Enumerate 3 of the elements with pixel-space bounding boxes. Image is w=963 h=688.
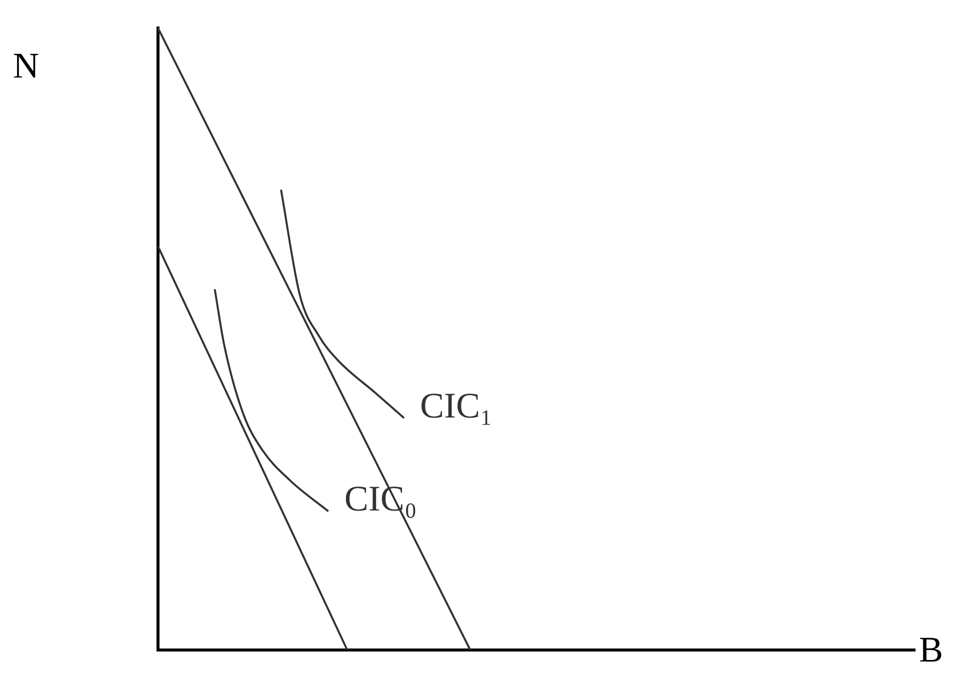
y-axis-title: N: [13, 45, 39, 86]
x-axis-title: B: [919, 629, 944, 670]
series-label: CIC₁: [420, 385, 493, 426]
